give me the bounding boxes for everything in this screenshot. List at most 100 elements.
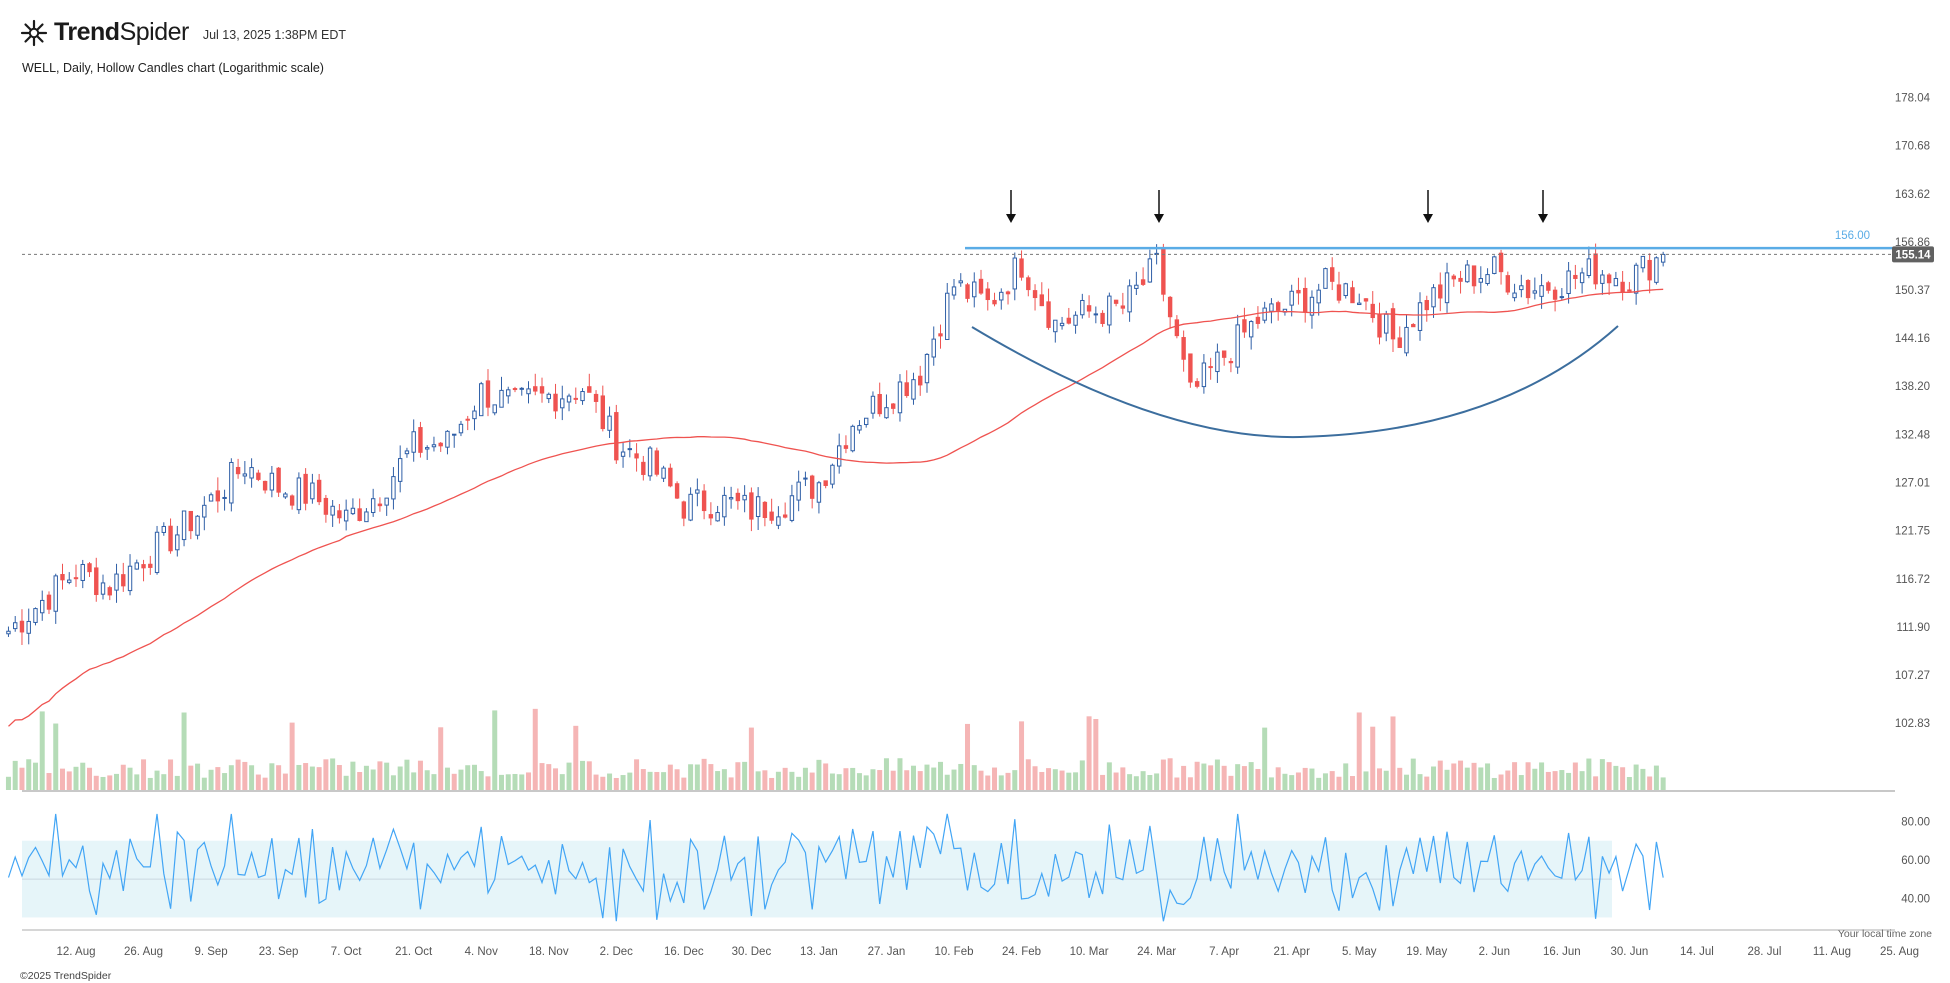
volume-bar bbox=[431, 774, 437, 790]
candle-body bbox=[1181, 337, 1186, 360]
volume-bar bbox=[1046, 768, 1052, 790]
candle-body bbox=[1134, 284, 1139, 289]
candle-body bbox=[229, 461, 234, 504]
volume-bar bbox=[424, 770, 430, 790]
volume-bar bbox=[1133, 776, 1139, 790]
candle-body bbox=[485, 380, 491, 408]
resistance-label: 156.00 bbox=[1835, 230, 1870, 242]
volume-bar bbox=[242, 761, 248, 790]
candle-body bbox=[593, 393, 599, 402]
candle-body bbox=[884, 407, 889, 419]
volume-bar bbox=[458, 769, 464, 790]
candle-body bbox=[350, 507, 356, 515]
x-tick-label: 21. Apr bbox=[1273, 946, 1310, 958]
volume-bar bbox=[1532, 768, 1538, 790]
volume-bar bbox=[816, 759, 822, 790]
volume-bar bbox=[1620, 767, 1626, 790]
volume-bar bbox=[316, 767, 322, 790]
candle-body bbox=[918, 375, 923, 386]
candle-body bbox=[357, 508, 362, 521]
volume-bar bbox=[931, 767, 937, 790]
volume-bar bbox=[350, 761, 356, 790]
candle-body bbox=[161, 525, 167, 533]
candle-body bbox=[1363, 298, 1369, 302]
volume-bar bbox=[100, 776, 106, 790]
x-tick-label: 18. Nov bbox=[529, 946, 569, 958]
volume-bar bbox=[958, 763, 964, 790]
volume-bar bbox=[1140, 771, 1146, 790]
volume-bar bbox=[1356, 712, 1362, 790]
candle-body bbox=[188, 510, 194, 532]
volume-bar bbox=[715, 771, 721, 790]
candle-body bbox=[1606, 274, 1612, 284]
volume-bar bbox=[343, 775, 349, 790]
volume-bar bbox=[735, 762, 741, 790]
candle-body bbox=[857, 425, 862, 431]
candle-body bbox=[1019, 258, 1024, 278]
candle-body bbox=[1552, 289, 1558, 300]
candle-body bbox=[370, 498, 376, 514]
volume-bar bbox=[640, 769, 646, 790]
volume-bar bbox=[1505, 770, 1511, 790]
volume-bar bbox=[802, 767, 808, 790]
volume-bar bbox=[762, 770, 768, 790]
candle-body bbox=[53, 575, 58, 612]
brand-name: TrendSpider bbox=[54, 18, 189, 46]
candle-body bbox=[256, 472, 261, 480]
x-tick-label: 7. Oct bbox=[331, 946, 362, 958]
volume-bar bbox=[1633, 764, 1639, 790]
candle-body bbox=[776, 516, 781, 526]
volume-bar bbox=[168, 759, 174, 790]
volume-bar bbox=[1586, 758, 1592, 790]
candle-body bbox=[175, 534, 180, 551]
candle-body bbox=[762, 501, 768, 519]
candle-body bbox=[377, 503, 383, 507]
volume-bar bbox=[1106, 762, 1112, 790]
candle-body bbox=[1505, 275, 1511, 293]
candle-body bbox=[722, 494, 727, 518]
candle-body bbox=[121, 574, 126, 587]
candle-body bbox=[1593, 253, 1598, 285]
candle-body bbox=[418, 427, 423, 453]
candle-body bbox=[1613, 277, 1619, 287]
candle-body bbox=[972, 281, 977, 298]
y-tick-label: 121.75 bbox=[1895, 526, 1930, 538]
volume-bar bbox=[910, 765, 916, 790]
candle-body bbox=[269, 472, 275, 491]
volume-bar bbox=[336, 765, 342, 790]
volume-bar bbox=[1383, 770, 1389, 790]
candle-body bbox=[1458, 277, 1463, 282]
candle-body bbox=[620, 451, 626, 457]
candle-body bbox=[1350, 287, 1355, 304]
volume-bar bbox=[1525, 762, 1531, 790]
volume-bar bbox=[971, 765, 977, 790]
volume-bar bbox=[843, 768, 849, 790]
volume-bar bbox=[93, 775, 99, 790]
volume-bar bbox=[1208, 765, 1214, 790]
candle-body bbox=[999, 291, 1004, 301]
volume-bar bbox=[661, 772, 667, 790]
candle-body bbox=[816, 482, 822, 503]
volume-bar bbox=[1113, 772, 1119, 790]
volume-bar bbox=[1329, 771, 1335, 790]
volume-bar bbox=[1431, 766, 1437, 790]
volume-bar bbox=[1451, 763, 1457, 790]
candle-body bbox=[965, 284, 970, 299]
volume-bar bbox=[309, 766, 315, 790]
candle-body bbox=[735, 492, 741, 502]
volume-bar bbox=[789, 771, 795, 790]
candle-body bbox=[634, 453, 639, 459]
volume-bar bbox=[1181, 765, 1187, 790]
volume-bar bbox=[1370, 726, 1376, 790]
candle-body bbox=[452, 433, 457, 436]
candle-body bbox=[1660, 253, 1666, 263]
volume-bar bbox=[1349, 776, 1355, 790]
volume-bar bbox=[1593, 776, 1599, 790]
candle-body bbox=[580, 391, 585, 402]
candle-body bbox=[1073, 314, 1078, 326]
candle-body bbox=[945, 292, 950, 340]
y-tick-label: 138.20 bbox=[1895, 381, 1930, 393]
rounded-bottom-arc bbox=[971, 325, 1619, 439]
x-tick-label: 14. Jul bbox=[1680, 946, 1714, 958]
